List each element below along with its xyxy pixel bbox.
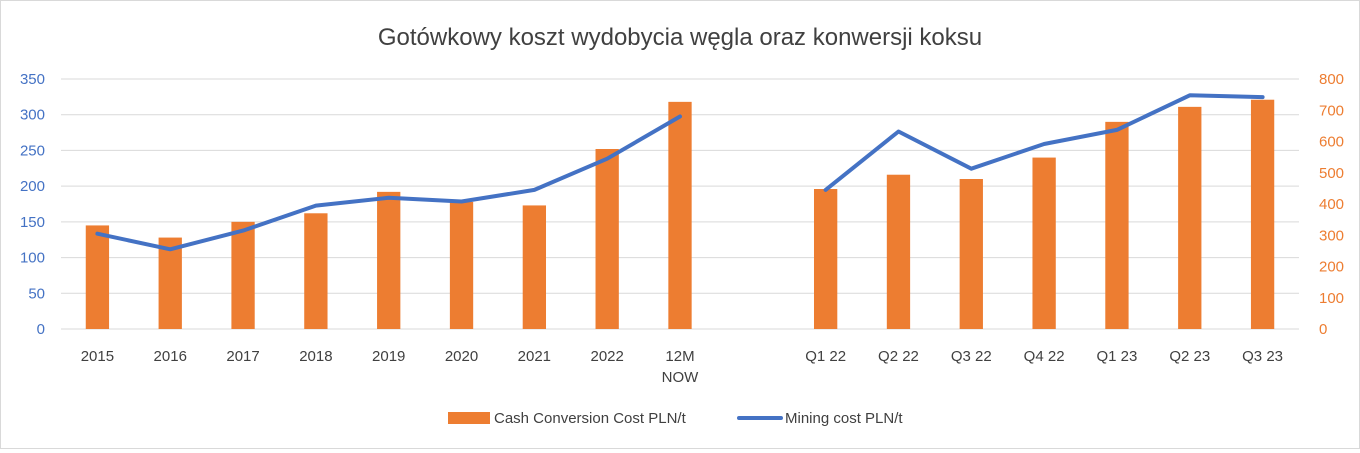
x-axis-tick-label: 2021 — [518, 348, 551, 365]
left-axis-tick-label: 250 — [20, 142, 45, 159]
bar — [231, 221, 255, 329]
legend-label: Mining cost PLN/t — [785, 410, 903, 427]
left-axis-tick-label: 300 — [20, 107, 45, 124]
x-axis-tick-label: Q3 22 — [951, 348, 992, 365]
bar — [1032, 157, 1056, 329]
bar — [449, 201, 474, 329]
x-axis-tick-label: NOW — [662, 369, 700, 386]
x-axis-tick-label: Q2 23 — [1169, 348, 1210, 365]
bar — [522, 205, 547, 329]
right-axis-tick-label: 800 — [1319, 71, 1344, 88]
bar — [668, 101, 692, 329]
right-axis-tick-label: 300 — [1319, 227, 1344, 244]
right-axis-tick-label: 700 — [1319, 102, 1344, 119]
bar — [158, 237, 182, 329]
x-axis-tick-label: 2018 — [299, 348, 332, 365]
x-axis-tick-label: 2015 — [81, 348, 114, 365]
bar — [304, 213, 328, 329]
legend-label: Cash Conversion Cost PLN/t — [494, 410, 687, 427]
series-line — [95, 114, 682, 252]
x-axis-tick-label: Q1 23 — [1097, 348, 1138, 365]
bar — [377, 191, 401, 329]
x-axis-tick-label: 2020 — [445, 348, 478, 365]
right-axis-tick-label: 200 — [1319, 259, 1344, 276]
left-axis-ticks: 0 50 100 150 200 250 300 350 — [20, 71, 45, 338]
bar — [1250, 99, 1275, 329]
x-axis-tick-label: Q4 22 — [1024, 348, 1065, 365]
x-axis-tick-label: 2016 — [154, 348, 187, 365]
left-axis-tick-label: 200 — [20, 178, 45, 195]
left-axis-tick-label: 100 — [20, 250, 45, 267]
line-series — [95, 93, 1265, 252]
bar — [886, 174, 911, 329]
right-axis-ticks: 0 100 200 300 400 500 600 700 800 — [1319, 71, 1344, 338]
x-axis-tick-label: 12M — [665, 348, 694, 365]
bar — [813, 189, 838, 329]
chart-title: Gotówkowy koszt wydobycia węgla oraz kon… — [378, 24, 982, 51]
series-line — [823, 93, 1265, 192]
bar — [1105, 121, 1129, 329]
right-axis-tick-label: 400 — [1319, 196, 1344, 213]
legend: Cash Conversion Cost PLN/t Mining cost PL… — [448, 410, 903, 427]
x-axis-tick-label: Q2 22 — [878, 348, 919, 365]
x-axis-tick-label: Q3 23 — [1242, 348, 1283, 365]
x-axis-labels: 2015 2016 2017 2018 2019 2020 2021 2022 12M NOW Q1… — [81, 348, 1283, 386]
right-axis-tick-label: 0 — [1319, 321, 1327, 338]
left-axis-tick-label: 50 — [28, 285, 45, 302]
x-axis-tick-label: 2019 — [372, 348, 405, 365]
x-axis-tick-label: 2022 — [590, 348, 623, 365]
left-axis-tick-label: 350 — [20, 71, 45, 88]
right-axis-tick-label: 600 — [1319, 134, 1344, 151]
x-axis-tick-label: Q1 22 — [805, 348, 846, 365]
bar-series — [85, 99, 1275, 329]
left-axis-tick-label: 150 — [20, 214, 45, 231]
bar — [85, 225, 110, 329]
right-axis-tick-label: 500 — [1319, 165, 1344, 182]
bar — [595, 149, 619, 329]
legend-bar-swatch — [448, 412, 490, 424]
left-axis-tick-label: 0 — [37, 321, 45, 338]
right-axis-tick-label: 100 — [1319, 290, 1344, 307]
bar — [1178, 106, 1202, 329]
bar — [959, 179, 983, 329]
x-axis-tick-label: 2017 — [226, 348, 259, 365]
